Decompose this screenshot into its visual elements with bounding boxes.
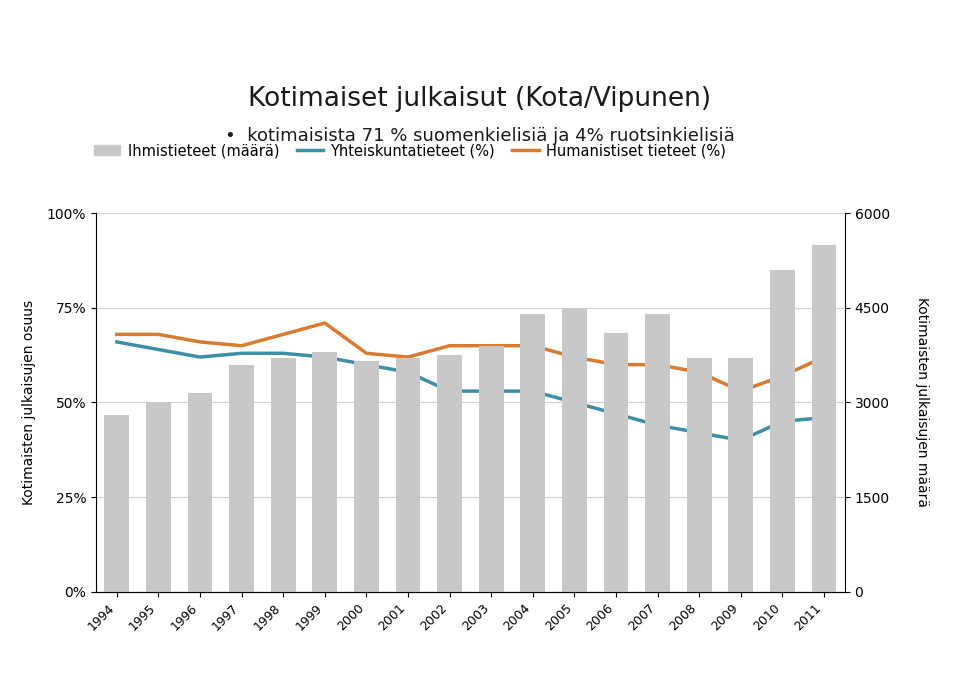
Y-axis label: Kotimaisten julkaisujen osuus: Kotimaisten julkaisujen osuus (22, 300, 36, 505)
Bar (770, 270, 795, 592)
Bar (105, 415, 130, 592)
Bar (729, 358, 754, 592)
Bar (354, 361, 379, 592)
Y-axis label: Kotimaisten julkaisujen määrä: Kotimaisten julkaisujen määrä (915, 297, 928, 508)
Bar (562, 308, 587, 592)
Bar (479, 345, 504, 592)
Bar (146, 402, 171, 592)
Bar (229, 365, 254, 592)
Bar (811, 245, 836, 592)
Text: TIETEELLISTEN SEURAIN VALTUUSKUNTA: TIETEELLISTEN SEURAIN VALTUUSKUNTA (19, 25, 323, 37)
Bar (312, 352, 337, 592)
Bar (645, 314, 670, 592)
Bar (686, 358, 711, 592)
Bar (187, 393, 212, 592)
Bar (437, 355, 462, 592)
Bar (520, 314, 545, 592)
Text: Kotimaiset julkaisut (Kota/Vipunen): Kotimaiset julkaisut (Kota/Vipunen) (249, 86, 711, 112)
Bar (396, 358, 420, 592)
Bar (604, 333, 629, 592)
Text: Vetenskapliga samfundens delegation: Vetenskapliga samfundens delegation (688, 25, 941, 37)
Text: •  kotimaisista 71 % suomenkielisiä ja 4% ruotsinkielisiä: • kotimaisista 71 % suomenkielisiä ja 4%… (226, 127, 734, 145)
Bar (271, 358, 296, 592)
Legend: Ihmistieteet (määrä), Yhteiskuntatieteet (%), Humanistiset tieteet (%): Ihmistieteet (määrä), Yhteiskuntatieteet… (88, 138, 732, 164)
